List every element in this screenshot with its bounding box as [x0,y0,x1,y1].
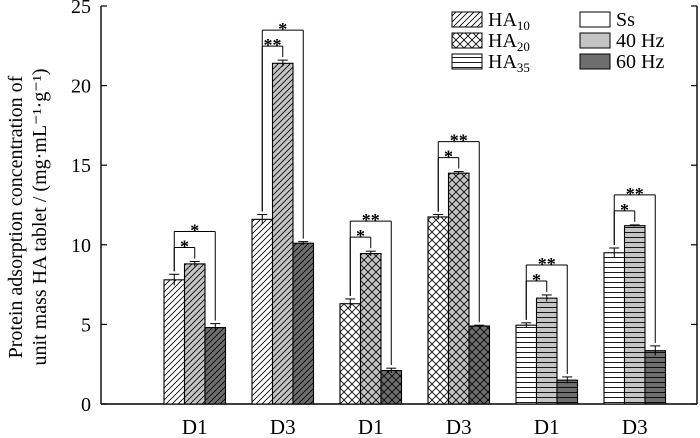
sig-label: * [620,200,629,220]
sig-label: ** [362,210,380,230]
legend-swatch-pattern [452,54,482,69]
bar-pattern [624,225,645,404]
bar-pattern [428,216,449,404]
legend-label: 60 Hz [616,51,664,73]
sig-label: ** [626,184,644,204]
x-tick-label: D1 [358,415,384,438]
bar-pattern [360,253,381,404]
bar-pattern [272,63,293,404]
x-tick-label: D1 [534,415,560,438]
sig-label: * [444,147,453,167]
y-tick-label: 0 [81,394,91,416]
bar-pattern [293,243,314,404]
legend-swatch [579,32,611,49]
sig-label: ** [450,131,468,151]
bar-pattern [381,370,402,404]
bar-pattern [164,279,185,404]
bar-pattern [184,263,205,404]
x-tick-label: D3 [270,415,296,438]
legend-label: HA35 [488,51,530,75]
y-tick-label: 20 [71,76,91,98]
bar-pattern [557,380,578,404]
y-tick-label: 5 [81,314,91,336]
bar-pattern [469,325,490,404]
legend-swatch [579,11,611,28]
bar-pattern [536,298,557,404]
sig-label: * [356,226,365,246]
legend-label: Ss [616,9,635,31]
legend-swatch [579,53,611,70]
y-tick-label: 10 [71,235,91,257]
x-tick-label: D3 [622,415,648,438]
y-tick-label: 15 [71,155,91,177]
y-axis-label-line2: unit mass HA tablet / (mg·mL⁻¹·g⁻¹) [29,69,51,366]
bar-pattern [645,350,666,404]
bar-pattern [252,219,273,404]
plot-area: 0510152025**D1***D3***D1***D3***D1***D3H… [71,0,698,438]
bar-pattern [205,327,226,404]
x-tick-label: D1 [182,415,208,438]
sig-label: * [532,270,541,290]
x-tick-label: D3 [446,415,472,438]
bar-pattern [604,252,625,404]
bar-pattern [448,173,469,404]
sig-label: ** [264,35,282,55]
sig-label: ** [538,254,556,274]
legend-label: 40 Hz [616,30,664,52]
bar-pattern [516,325,537,404]
y-tick-label: 25 [71,0,91,18]
legend-swatch-pattern [452,33,482,48]
sig-label: * [190,221,199,241]
sig-label: * [180,237,189,257]
sig-label: * [278,19,287,39]
bar-pattern [340,303,361,404]
y-axis-label-line1: Protein adsorption concentration of [5,75,27,358]
legend-label: HA10 [488,9,530,33]
legend-swatch-pattern [452,12,482,27]
